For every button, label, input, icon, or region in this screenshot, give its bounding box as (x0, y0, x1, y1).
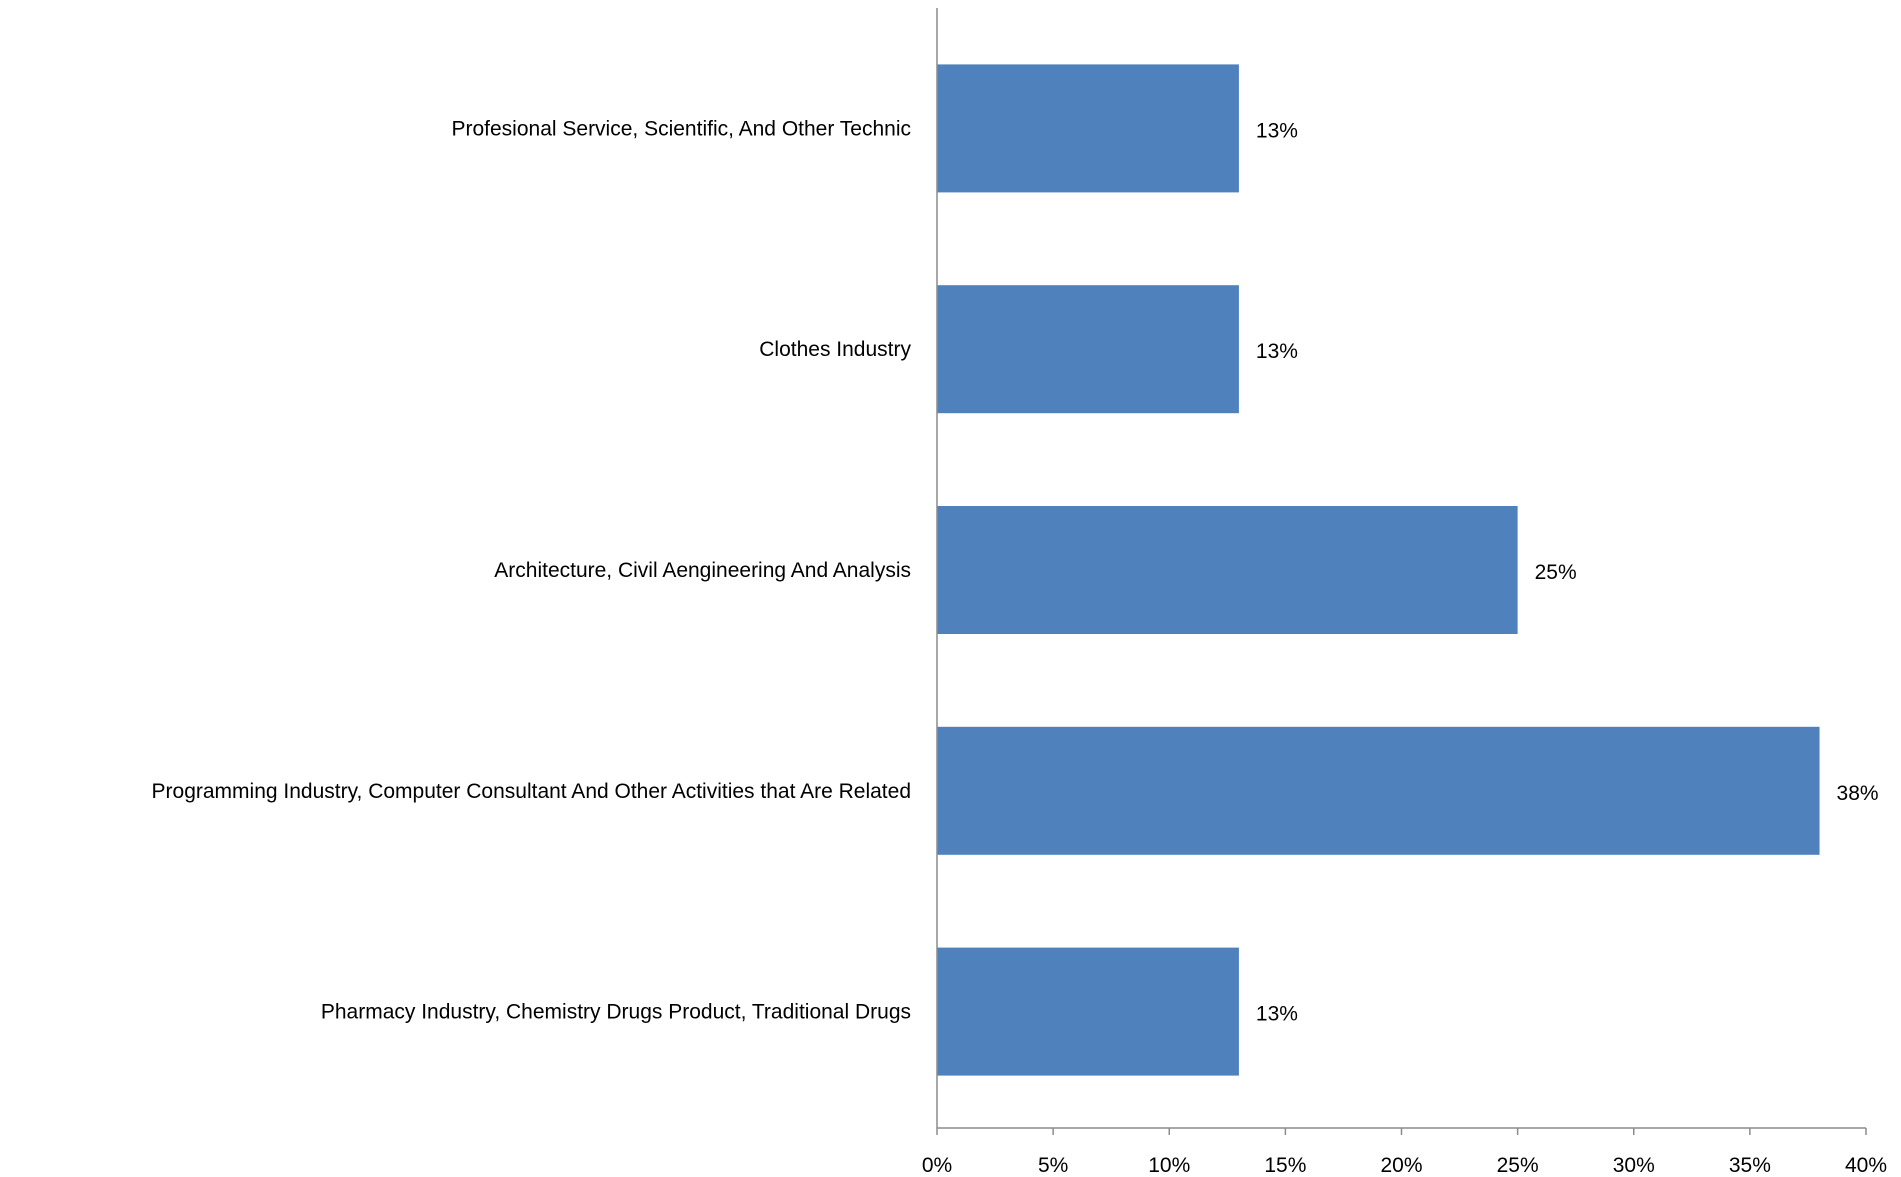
bar-4 (937, 726, 1820, 855)
data-label-4: 38% (1837, 782, 1879, 805)
data-label-2: 13% (1256, 340, 1298, 363)
data-labels-group: 13% 13% 25% 38% 13% (1256, 119, 1879, 1025)
data-label-1: 13% (1256, 119, 1298, 142)
bar-5 (937, 947, 1239, 1076)
x-tick-label-8: 35% (1729, 1154, 1771, 1177)
x-tick-label-6: 25% (1497, 1154, 1539, 1177)
x-tick-label-9: 40% (1845, 1154, 1887, 1177)
x-tick-label-2: 5% (1038, 1154, 1068, 1177)
x-tick-label-3: 10% (1148, 1154, 1190, 1177)
category-label-2: Clothes Industry (759, 338, 911, 361)
bars-group (937, 64, 1820, 1076)
category-label-5: Pharmacy Industry, Chemistry Drugs Produ… (321, 1001, 911, 1024)
bar-2 (937, 285, 1239, 414)
data-label-3: 25% (1535, 561, 1577, 584)
data-label-5: 13% (1256, 1003, 1298, 1026)
category-label-3: Architecture, Civil Aengineering And Ana… (494, 559, 911, 582)
x-tick-label-7: 30% (1613, 1154, 1655, 1177)
category-label-4: Programming Industry, Computer Consultan… (152, 780, 911, 803)
bar-3 (937, 506, 1518, 634)
bar-1 (937, 64, 1239, 193)
x-tick-label-5: 20% (1380, 1154, 1422, 1177)
category-label-1: Profesional Service, Scientific, And Oth… (451, 117, 911, 140)
category-labels-group: Profesional Service, Scientific, And Oth… (152, 117, 912, 1023)
axes-group (936, 8, 1867, 1135)
x-tick-labels-group: 0% 5% 10% 15% 20% 25% 30% 35% 40% (922, 1154, 1887, 1177)
x-tick-label-4: 15% (1264, 1154, 1306, 1177)
x-tick-label-1: 0% (922, 1154, 952, 1177)
